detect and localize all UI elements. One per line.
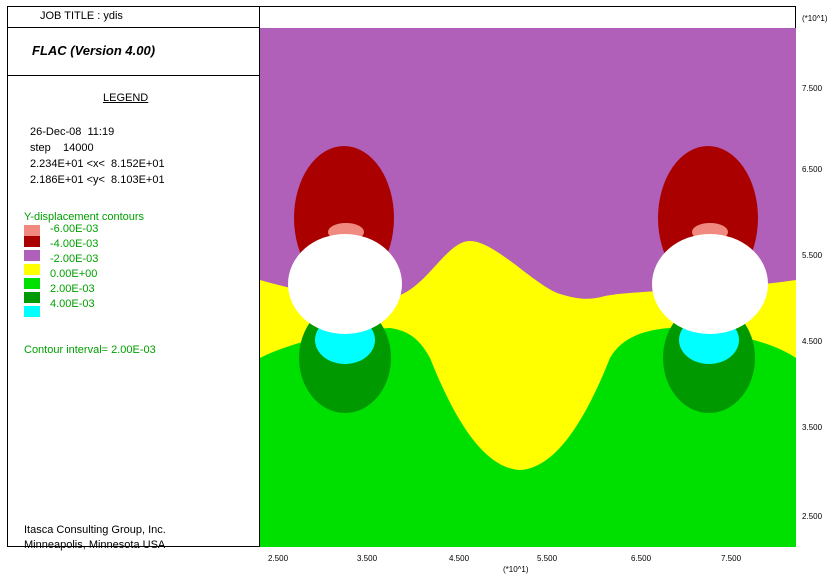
footer-company: Itasca Consulting Group, Inc. <box>24 524 166 536</box>
y-tick-2500: 2.500 <box>802 512 823 521</box>
footer-location: Minneapolis, Minnesota USA <box>24 539 166 551</box>
version-title: FLAC (Version 4.00) <box>32 43 156 58</box>
contour-region-green <box>260 328 796 547</box>
swatch-1 <box>24 236 40 247</box>
contour-interval: Contour interval= 2.00E-03 <box>24 344 156 356</box>
job-title: JOB TITLE : ydis <box>40 10 123 22</box>
swatch-label-0: -6.00E-03 <box>50 223 99 235</box>
swatch-label-3: 0.00E+00 <box>50 268 98 280</box>
x-axis-scale: (*10^1) <box>503 565 529 574</box>
x-tick-4500: 4.500 <box>449 554 470 563</box>
contour-title: Y-displacement contours <box>24 211 145 223</box>
x-tick-5500: 5.500 <box>537 554 558 563</box>
x-tick-6500: 6.500 <box>631 554 652 563</box>
swatch-5 <box>24 292 40 303</box>
x-tick-2500: 2.500 <box>268 554 289 563</box>
legend-date: 26-Dec-08 11:19 <box>30 126 115 138</box>
y-tick-4500: 4.500 <box>802 337 823 346</box>
left-tunnel <box>288 234 402 334</box>
swatch-3 <box>24 264 40 275</box>
swatch-2 <box>24 250 40 261</box>
x-tick-3500: 3.500 <box>357 554 378 563</box>
swatch-label-5: 4.00E-03 <box>50 298 95 310</box>
y-tick-6500: 6.500 <box>802 165 823 174</box>
y-tick-7500: 7.500 <box>802 84 823 93</box>
y-tick-5500: 5.500 <box>802 251 823 260</box>
right-tunnel <box>652 234 768 334</box>
legend-y-range: 2.186E+01 <y< 8.103E+01 <box>30 174 165 186</box>
contour-plot <box>260 28 796 547</box>
legend-divider <box>259 7 260 546</box>
legend-step: step 14000 <box>30 142 94 154</box>
version-row: FLAC (Version 4.00) <box>8 28 259 76</box>
job-title-row: JOB TITLE : ydis <box>8 7 259 28</box>
legend-x-range: 2.234E+01 <x< 8.152E+01 <box>30 158 165 170</box>
swatch-4 <box>24 278 40 289</box>
swatch-label-2: -2.00E-03 <box>50 253 99 265</box>
swatch-label-4: 2.00E-03 <box>50 283 95 295</box>
legend-heading: LEGEND <box>103 92 149 104</box>
x-tick-7500: 7.500 <box>721 554 742 563</box>
y-axis-scale: (*10^1) <box>802 14 828 23</box>
y-tick-3500: 3.500 <box>802 423 823 432</box>
swatch-label-1: -4.00E-03 <box>50 238 99 250</box>
swatch-0 <box>24 225 40 236</box>
swatch-6 <box>24 306 40 317</box>
